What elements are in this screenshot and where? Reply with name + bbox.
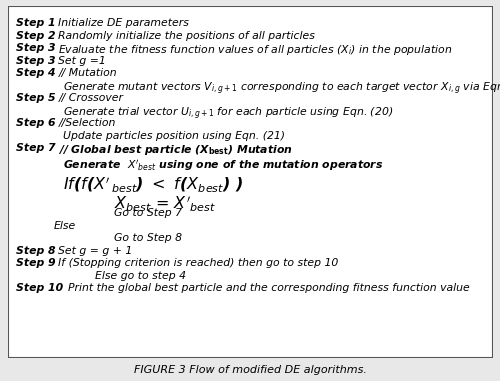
Text: Set g = g + 1: Set g = g + 1 — [58, 246, 132, 256]
Text: Update particles position using Eqn. (21): Update particles position using Eqn. (21… — [64, 131, 286, 141]
Text: Step 10: Step 10 — [16, 283, 64, 293]
Text: Initialize DE parameters: Initialize DE parameters — [58, 18, 190, 28]
Text: Step 6: Step 6 — [16, 118, 56, 128]
Text: Step 9: Step 9 — [16, 258, 56, 268]
Text: Step 2: Step 2 — [16, 30, 56, 40]
Text: Step 7: Step 7 — [16, 143, 56, 153]
Text: Step 8: Step 8 — [16, 246, 56, 256]
Text: Generate mutant vectors V$_{i,g+1}$ corresponding to each target vector X$_{i,g}: Generate mutant vectors V$_{i,g+1}$ corr… — [64, 81, 500, 97]
Text: Step 1: Step 1 — [16, 18, 56, 28]
Text: $X_{best}$ = $X'_{best}$: $X_{best}$ = $X'_{best}$ — [114, 193, 216, 213]
Text: Step 3: Step 3 — [16, 43, 56, 53]
Text: // Mutation: // Mutation — [58, 68, 117, 78]
Text: Go to Step 8: Go to Step 8 — [114, 233, 182, 243]
Text: Evaluate the fitness function values of all particles (X$_i$) in the population: Evaluate the fitness function values of … — [58, 43, 453, 57]
Text: Generate trial vector U$_{i,g+1}$ for each particle using Eqn. (20): Generate trial vector U$_{i,g+1}$ for ea… — [64, 106, 394, 122]
Text: Step 5: Step 5 — [16, 93, 56, 103]
Text: //Selection: //Selection — [58, 118, 116, 128]
Text: Randomly initialize the positions of all particles: Randomly initialize the positions of all… — [58, 30, 316, 40]
Text: Else go to step 4: Else go to step 4 — [95, 271, 186, 281]
Text: // Global best particle (X$_{\mathbf{best}}$) Mutation: // Global best particle (X$_{\mathbf{bes… — [58, 143, 293, 157]
Text: Go to Step 7: Go to Step 7 — [114, 208, 182, 218]
Text: Set g =1: Set g =1 — [58, 56, 106, 66]
Text: Step 4: Step 4 — [16, 68, 56, 78]
FancyBboxPatch shape — [8, 6, 492, 358]
Text: If (Stopping criterion is reached) then go to step 10: If (Stopping criterion is reached) then … — [58, 258, 338, 268]
Text: FIGURE 3 Flow of modified DE algorithms.: FIGURE 3 Flow of modified DE algorithms. — [134, 365, 366, 375]
Text: Else: Else — [54, 221, 76, 231]
Text: Step 3: Step 3 — [16, 56, 56, 66]
Text: Print the global best particle and the corresponding fitness function value: Print the global best particle and the c… — [68, 283, 470, 293]
Text: $\mathit{If}$($f$($X'_{\,best}$) $<$ $f$($X_{best}$) ): $\mathit{If}$($f$($X'_{\,best}$) $<$ $f$… — [64, 174, 244, 194]
Text: // Crossover: // Crossover — [58, 93, 124, 103]
Text: Generate  $X'_{best}$ using one of the mutation operators: Generate $X'_{best}$ using one of the mu… — [64, 158, 384, 173]
